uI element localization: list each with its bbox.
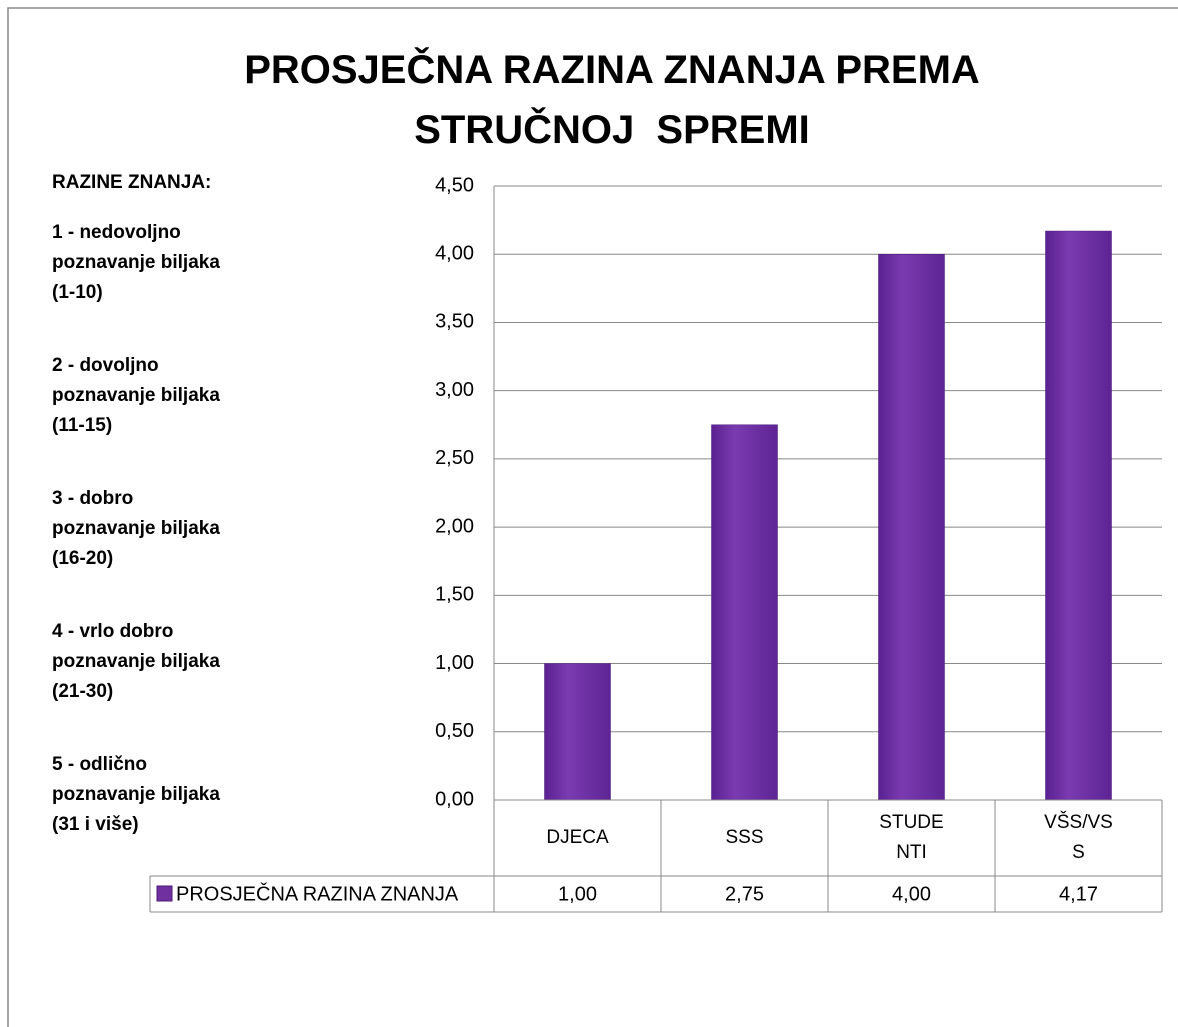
level-text: poznavanje biljaka xyxy=(52,784,220,805)
data-table-value: 4,17 xyxy=(1059,883,1098,905)
y-tick-label: 1,00 xyxy=(435,652,474,674)
category-cell: VŠS/VSS xyxy=(995,800,1162,876)
data-table-value: 4,00 xyxy=(892,883,931,905)
level-text: (1-10) xyxy=(52,282,103,303)
chart-title: PROSJEČNA RAZINA ZNANJA PREMA STRUČNOJ S… xyxy=(244,48,991,152)
levels-title: RAZINE ZNANJA: xyxy=(52,172,212,193)
data-table-value: 1,00 xyxy=(558,883,597,905)
level-text: (11-15) xyxy=(52,415,113,436)
legend-label: PROSJEČNA RAZINA ZNANJA xyxy=(176,882,459,905)
level-text: poznavanje biljaka xyxy=(52,651,220,672)
category-cell: SSS xyxy=(661,800,828,876)
legend-key xyxy=(156,885,173,902)
y-tick-label: 0,00 xyxy=(435,788,474,810)
level-text: 1 - nedovoljno xyxy=(52,222,181,243)
level-text: 4 - vrlo dobro xyxy=(52,621,174,642)
level-text: 3 - dobro xyxy=(52,488,134,509)
bar xyxy=(711,424,778,801)
y-tick-label: 1,50 xyxy=(435,584,474,606)
level-text: poznavanje biljaka xyxy=(52,518,220,539)
category-cell: STUDENTI xyxy=(828,800,995,876)
level-text: (31 i više) xyxy=(52,814,139,835)
data-table-value: 2,75 xyxy=(725,883,764,905)
y-tick-label: 4,00 xyxy=(435,243,474,265)
x-tick-label: STUDENTI xyxy=(879,812,944,863)
category-cell: DJECA xyxy=(494,800,661,876)
level-text: 5 - odlično xyxy=(52,754,147,775)
y-tick-label: 4,50 xyxy=(435,174,474,196)
level-text: poznavanje biljaka xyxy=(52,252,220,273)
bar xyxy=(1045,230,1112,801)
x-tick-label: DJECA xyxy=(546,827,609,848)
level-text: poznavanje biljaka xyxy=(52,385,220,406)
x-tick-label: VŠS/VSS xyxy=(1044,812,1113,863)
level-text: 2 - dovoljno xyxy=(52,355,159,376)
level-text: (16-20) xyxy=(52,548,114,569)
y-tick-label: 2,50 xyxy=(435,447,474,469)
y-tick-label: 3,00 xyxy=(435,379,474,401)
y-tick-label: 2,00 xyxy=(435,515,474,537)
bar xyxy=(544,663,611,801)
x-tick-label: SSS xyxy=(725,827,764,848)
y-tick-label: 0,50 xyxy=(435,720,474,742)
bar xyxy=(878,253,945,801)
level-text: (21-30) xyxy=(52,681,114,702)
y-tick-label: 3,50 xyxy=(435,311,474,333)
chart-border xyxy=(7,7,1178,1027)
